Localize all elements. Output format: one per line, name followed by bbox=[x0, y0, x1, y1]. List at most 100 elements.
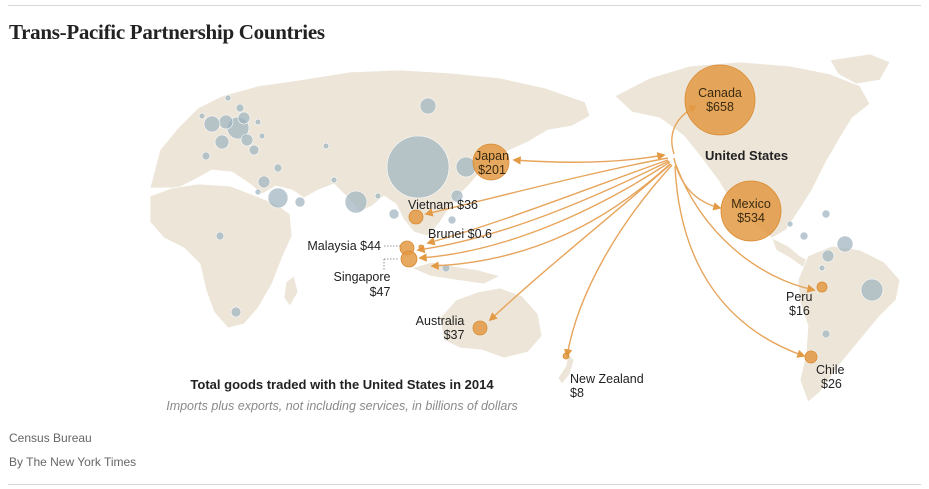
bubble-saudi bbox=[267, 187, 289, 209]
bubble-ecuador bbox=[818, 264, 826, 272]
land-greenland bbox=[829, 53, 891, 85]
arrow-peru bbox=[675, 164, 816, 293]
bubble-russia bbox=[419, 97, 437, 115]
bubble-uae bbox=[294, 196, 306, 208]
bubble-switzerland bbox=[240, 133, 254, 147]
land-indonesia bbox=[410, 261, 502, 285]
label-singapore-name: Singapore bbox=[334, 270, 391, 284]
bubble-south-africa bbox=[230, 306, 242, 318]
bubble-ireland bbox=[198, 112, 206, 120]
trade-arrows bbox=[416, 105, 816, 358]
bubble-costa-rica bbox=[799, 231, 809, 241]
bubble-pakistan bbox=[330, 176, 338, 184]
bubble-spain bbox=[201, 151, 211, 161]
arrow-singapore bbox=[418, 161, 671, 262]
bubble-canada bbox=[684, 64, 756, 136]
label-brunei-value: $0.6 bbox=[468, 227, 492, 241]
bubble-belgium bbox=[237, 111, 251, 125]
bubble-argentina bbox=[821, 329, 831, 339]
bubble-honduras bbox=[786, 220, 794, 228]
bottom-rule bbox=[8, 484, 921, 485]
land-madagascar bbox=[283, 275, 299, 307]
bubble-nigeria bbox=[215, 231, 225, 241]
bubble-brazil bbox=[860, 278, 884, 302]
leader-singapore bbox=[383, 258, 398, 270]
bubble-uk bbox=[203, 115, 221, 133]
top-rule bbox=[8, 5, 921, 6]
land-south-america bbox=[797, 245, 901, 403]
label-new-zealand-name: New Zealand bbox=[570, 372, 644, 386]
arrow-new-zealand bbox=[564, 164, 673, 358]
bubble-peru bbox=[816, 281, 828, 293]
land-africa bbox=[149, 183, 293, 329]
bubble-austria bbox=[258, 132, 266, 140]
label-japan-name: Japan bbox=[475, 149, 509, 163]
bubble-france bbox=[214, 134, 230, 150]
arrow-japan bbox=[512, 152, 666, 165]
label-canada-value: $658 bbox=[706, 100, 734, 114]
bubble-china bbox=[386, 135, 450, 199]
bubble-vietnam bbox=[408, 209, 424, 225]
bubble-turkey bbox=[273, 163, 283, 173]
label-brunei: Brunei $0.6 bbox=[428, 227, 492, 241]
non-tpp-bubbles bbox=[198, 94, 884, 339]
bubble-taiwan bbox=[450, 189, 464, 203]
label-vietnam-name-text: Vietnam bbox=[408, 198, 454, 212]
label-vietnam-value: $36 bbox=[457, 198, 478, 212]
arrow-vietnam bbox=[424, 157, 669, 217]
land-north-america bbox=[614, 61, 871, 239]
page-title: Trans-Pacific Partnership Countries bbox=[9, 20, 325, 44]
label-peru-value: $16 bbox=[789, 304, 810, 318]
caption-subtitle: Imports plus exports, not including serv… bbox=[166, 399, 518, 413]
bubble-mexico bbox=[720, 180, 782, 242]
bubble-italy bbox=[248, 144, 260, 156]
bubble-chile bbox=[804, 350, 818, 364]
label-brunei-name: Brunei bbox=[428, 227, 464, 241]
bubble-sweden bbox=[235, 103, 245, 113]
source-credit: Census Bureau bbox=[9, 431, 92, 445]
label-vietnam-name: Vietnam $36 bbox=[408, 198, 478, 212]
bubble-japan bbox=[472, 143, 510, 181]
arrow-australia bbox=[488, 163, 672, 322]
arrow-brunei bbox=[426, 159, 669, 246]
tpp-bubbles bbox=[399, 64, 828, 364]
label-malaysia-value: $44 bbox=[360, 239, 381, 253]
bubble-bangladesh bbox=[374, 192, 382, 200]
label-peru-name: Peru bbox=[786, 290, 812, 304]
bubble-singapore bbox=[400, 250, 418, 268]
bubble-egypt bbox=[254, 188, 262, 196]
arrow-indonesia-route bbox=[430, 163, 671, 270]
label-australia-value: $37 bbox=[444, 328, 465, 342]
bubble-israel bbox=[257, 175, 271, 189]
bubble-philippines bbox=[447, 215, 457, 225]
leader-lines bbox=[383, 245, 400, 270]
label-mexico-value: $534 bbox=[737, 211, 765, 225]
land-eurasia bbox=[149, 69, 591, 237]
label-japan-value: $201 bbox=[478, 163, 506, 177]
bubble-australia bbox=[472, 320, 488, 336]
caption-title: Total goods traded with the United State… bbox=[190, 377, 494, 392]
arrow-malaysia bbox=[416, 160, 670, 254]
bubble-venezuela bbox=[836, 235, 854, 253]
arrow-chile bbox=[674, 165, 806, 358]
label-chile-value: $26 bbox=[821, 377, 842, 391]
label-malaysia: Malaysia $44 bbox=[307, 239, 381, 253]
bubble-poland bbox=[254, 118, 262, 126]
bubble-thailand bbox=[388, 208, 400, 220]
bubble-norway bbox=[224, 94, 232, 102]
byline: By The New York Times bbox=[9, 455, 137, 469]
label-singapore-value: $47 bbox=[370, 285, 391, 299]
label-australia-name: Australia bbox=[416, 314, 465, 328]
hub-label-united-states: United States bbox=[705, 148, 788, 163]
land-layer bbox=[149, 53, 901, 403]
bubble-colombia bbox=[821, 249, 835, 263]
trade-map: United States Canada $658 Mexico $534 Ja… bbox=[149, 53, 901, 413]
bubble-netherlands bbox=[218, 114, 234, 130]
label-new-zealand-value: $8 bbox=[570, 386, 584, 400]
land-new-zealand bbox=[557, 353, 575, 385]
label-chile-name: Chile bbox=[816, 363, 845, 377]
bubble-india bbox=[344, 190, 368, 214]
bubble-brunei bbox=[418, 244, 424, 250]
label-canada-name: Canada bbox=[698, 86, 742, 100]
bubble-kazakhstan bbox=[322, 142, 330, 150]
